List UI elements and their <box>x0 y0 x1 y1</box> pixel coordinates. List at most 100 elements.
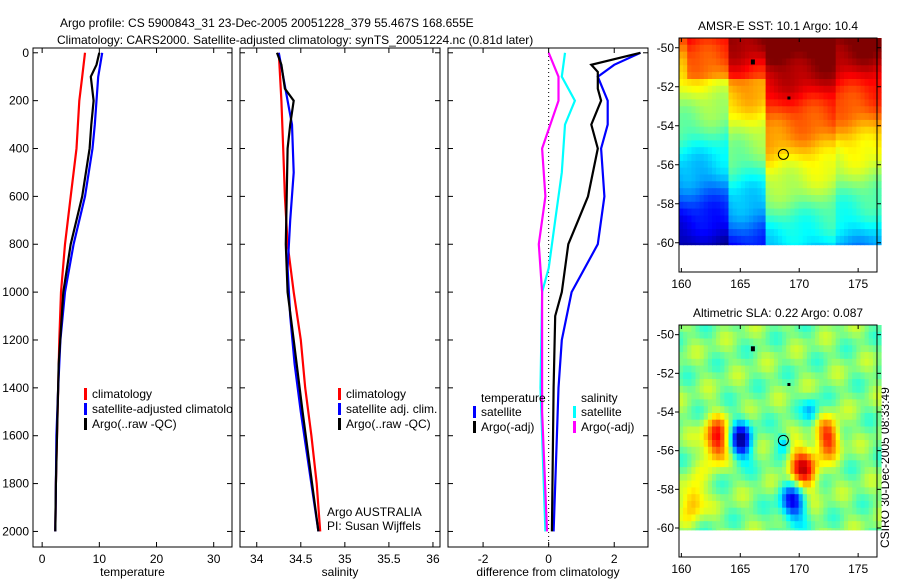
heatmap-cell <box>844 167 849 175</box>
heatmap-cell <box>732 345 738 353</box>
heatmap-cell <box>707 514 713 522</box>
heatmap-cell <box>860 208 866 216</box>
heatmap-cell <box>679 44 684 53</box>
heatmap-cell <box>703 126 709 134</box>
heatmap-cell <box>790 426 795 434</box>
heatmap-cell <box>757 372 762 380</box>
heatmap-cell <box>720 406 725 414</box>
heatmap-cell <box>823 99 828 107</box>
heatmap-cell <box>856 72 861 80</box>
heatmap-cell <box>720 521 725 529</box>
heatmap-cell <box>757 51 762 59</box>
heatmap-cell <box>679 494 684 502</box>
heatmap-cell <box>802 413 808 421</box>
heatmap-cell <box>856 500 861 509</box>
heatmap-cell <box>823 119 828 128</box>
heatmap-cell <box>773 208 779 216</box>
heatmap-cell <box>683 440 688 448</box>
heatmap-cell <box>769 58 775 66</box>
heatmap-cell <box>679 385 684 394</box>
heatmap-cell <box>691 433 696 441</box>
heatmap-cell <box>848 500 853 509</box>
heatmap-cell <box>790 113 795 121</box>
heatmap-cell <box>695 385 701 394</box>
heatmap-cell <box>745 154 750 162</box>
series-line-climatology <box>54 52 87 532</box>
heatmap-cell <box>749 99 754 107</box>
heatmap-cell <box>856 338 861 346</box>
heatmap-cell <box>782 201 787 210</box>
heatmap-cell <box>794 514 800 522</box>
heatmap-cell <box>724 229 729 237</box>
heatmap-cell <box>699 352 705 360</box>
heatmap-cell <box>827 85 833 94</box>
heatmap-cell <box>740 507 746 515</box>
heatmap-cell <box>856 385 861 394</box>
series-line-argo---raw--qc- <box>275 52 320 532</box>
y-tick-label: 1200 <box>2 333 29 347</box>
heatmap-cell <box>856 358 861 367</box>
heatmap-cell <box>835 372 841 380</box>
heatmap-cell <box>868 58 874 66</box>
heatmap-cell <box>790 235 795 244</box>
heatmap-cell <box>782 106 787 114</box>
heatmap-cell <box>848 494 853 502</box>
heatmap-cell <box>819 460 824 468</box>
heatmap-cell <box>860 44 866 53</box>
heatmap-cell <box>707 487 713 495</box>
heatmap-cell <box>852 338 857 346</box>
heatmap-cell <box>860 65 866 73</box>
heatmap-cell <box>835 126 841 134</box>
heatmap-cell <box>753 331 758 340</box>
heatmap-cell <box>798 85 804 94</box>
heatmap-cell <box>802 514 808 522</box>
heatmap-cell <box>835 406 841 414</box>
heatmap-cell <box>753 440 758 448</box>
heatmap-cell <box>815 514 820 522</box>
heatmap-cell <box>877 147 882 155</box>
heatmap-cell <box>745 188 750 196</box>
series-line-argo--adj- <box>537 52 560 532</box>
heatmap-cell <box>761 521 767 529</box>
heatmap-cell <box>724 358 729 367</box>
heatmap-cell <box>827 154 833 162</box>
heatmap-cell <box>819 453 824 461</box>
heatmap-cell <box>848 215 853 223</box>
series-line-argo--adj- <box>550 51 641 532</box>
heatmap-cell <box>794 399 800 407</box>
heatmap-cell <box>860 195 866 203</box>
heatmap-cell <box>757 406 762 414</box>
heatmap-cell <box>852 65 857 73</box>
heatmap-cell <box>749 113 754 121</box>
heatmap-cell <box>745 126 750 134</box>
heatmap-cell <box>782 365 787 373</box>
heatmap-cell <box>819 507 824 515</box>
heatmap-cell <box>815 72 820 80</box>
heatmap-cell <box>753 500 758 509</box>
heatmap-cell <box>856 65 861 73</box>
heatmap-cell <box>802 167 808 175</box>
heatmap-cell <box>844 79 849 87</box>
heatmap-cell <box>753 167 758 175</box>
heatmap-cell <box>786 222 791 230</box>
heatmap-cell <box>679 195 684 203</box>
heatmap-cell <box>745 181 750 189</box>
heatmap-cell <box>732 99 738 107</box>
heatmap-cell <box>683 507 688 515</box>
heatmap-cell <box>687 208 692 216</box>
heatmap-cell <box>844 331 849 340</box>
heatmap-cell <box>831 242 837 246</box>
heatmap-cell <box>679 174 684 182</box>
heatmap-cell <box>852 426 857 434</box>
heatmap-cell <box>740 106 746 114</box>
heatmap-cell <box>835 325 841 333</box>
heatmap-cell <box>848 392 853 400</box>
heatmap-cell <box>794 85 800 94</box>
heatmap-cell <box>749 160 754 169</box>
heatmap-cell <box>745 467 750 475</box>
heatmap-cell <box>819 92 824 100</box>
heatmap-cell <box>872 467 878 475</box>
heatmap-cell <box>872 235 878 244</box>
heatmap-cell <box>736 467 742 475</box>
